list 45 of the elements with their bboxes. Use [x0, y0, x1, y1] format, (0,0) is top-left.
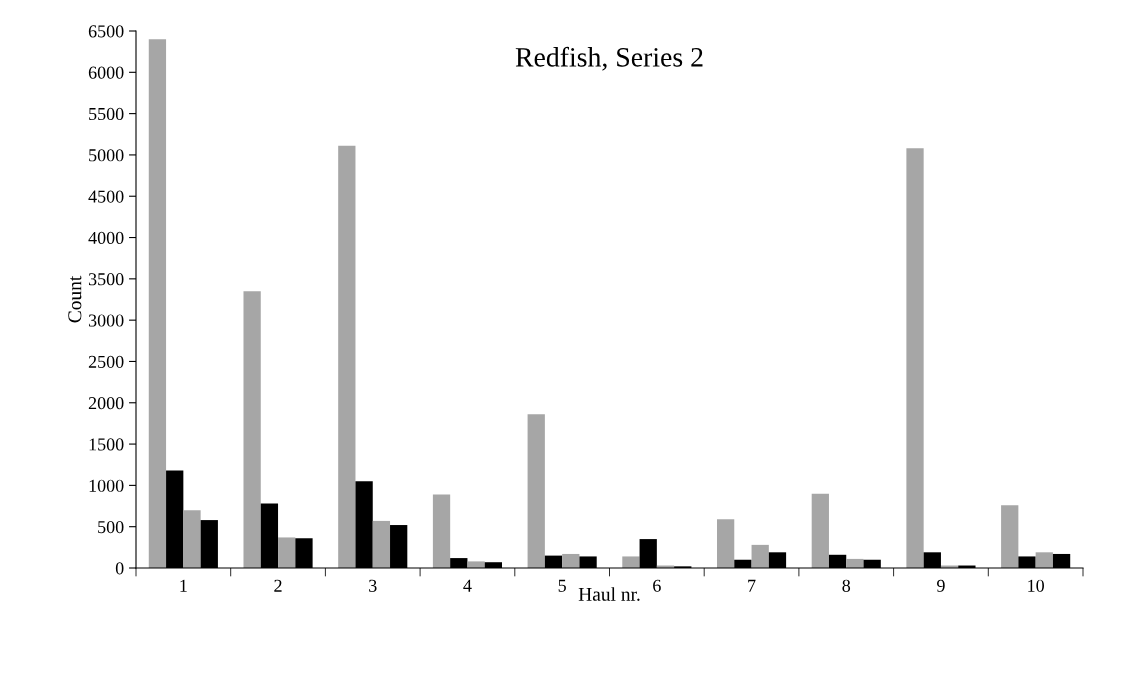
- bar: [527, 414, 545, 568]
- x-axis-title: Haul nr.: [578, 587, 640, 601]
- x-tick-label: 9: [937, 579, 945, 592]
- y-tick-label: 3500: [88, 273, 124, 286]
- bar: [372, 520, 391, 568]
- bar: [148, 39, 167, 568]
- y-tick-label: 500: [98, 520, 124, 534]
- bar: [278, 537, 296, 568]
- x-tick-label: 1: [180, 579, 187, 592]
- x-tick-label: 6: [653, 579, 661, 592]
- x-tick-label: 4: [463, 579, 472, 592]
- y-tick-label: 1500: [89, 438, 124, 451]
- x-tick-label: 8: [842, 579, 851, 592]
- y-axis-title: Count: [68, 275, 82, 323]
- bar: [243, 291, 261, 568]
- x-tick-label: 2: [274, 579, 282, 592]
- y-tick-label: 6000: [88, 66, 124, 79]
- y-tick-label: 4500: [88, 190, 124, 203]
- bar: [846, 558, 864, 568]
- bar: [811, 493, 829, 568]
- y-tick-label: 4000: [88, 231, 124, 244]
- bar: [467, 561, 485, 568]
- y-tick-label: 3000: [88, 314, 124, 327]
- bar: [183, 510, 201, 568]
- x-tick-label: 3: [369, 579, 377, 592]
- y-tick-label: 1000: [89, 479, 124, 492]
- y-tick-label: 6500: [88, 25, 124, 38]
- bar: [1001, 505, 1019, 568]
- bar: [432, 494, 451, 568]
- bar: [751, 544, 769, 568]
- bar: [906, 148, 924, 568]
- bar: [338, 145, 356, 568]
- bar: [622, 556, 640, 568]
- y-tick-label: 2000: [88, 397, 124, 410]
- y-tick-label: 2500: [88, 355, 124, 368]
- bar: [1035, 552, 1053, 568]
- bar: [716, 519, 735, 568]
- chart-title: Redfish, Series 2: [515, 46, 703, 71]
- x-tick-label: 7: [748, 579, 756, 592]
- x-tick-label: 5: [558, 579, 566, 592]
- y-tick-label: 5000: [89, 149, 124, 162]
- y-tick-label: 5500: [89, 107, 124, 121]
- x-tick-label: 10: [1028, 579, 1044, 592]
- bar: [562, 553, 580, 568]
- y-tick-label: 0: [115, 562, 124, 575]
